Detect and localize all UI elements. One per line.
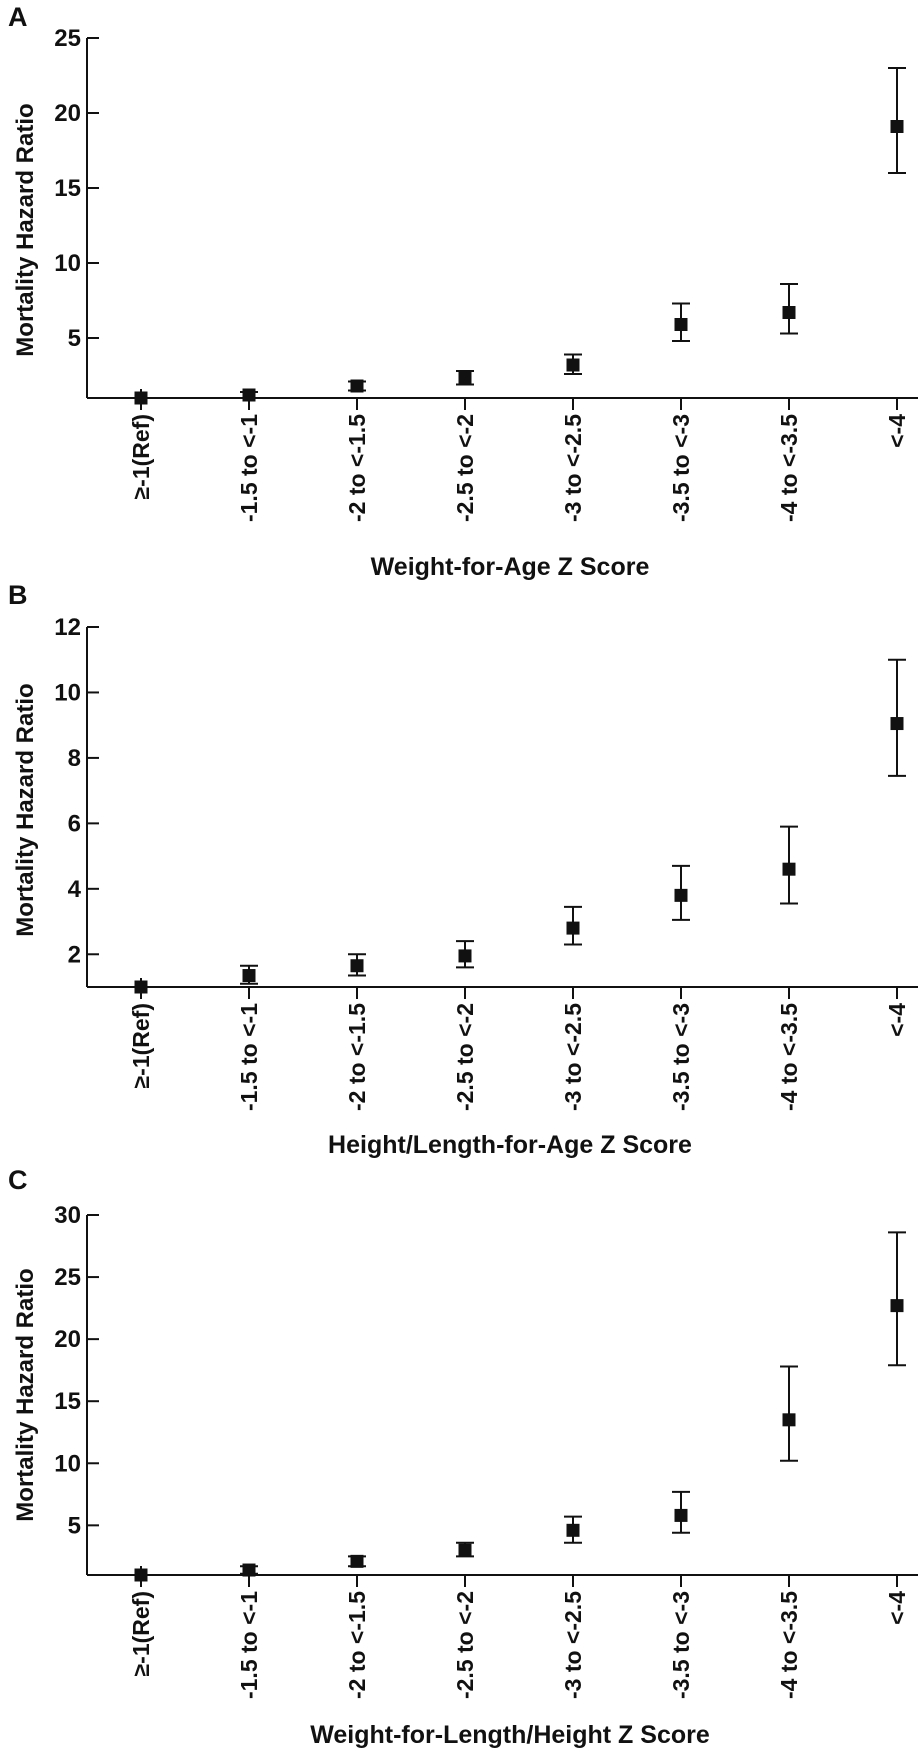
y-tick-label: 4 [68,876,82,903]
data-point [350,1554,364,1568]
x-tick-label: -1.5 to <-1 [236,1591,262,1699]
panel-letter-a: A [8,2,28,32]
data-point [458,1543,472,1557]
x-tick-label: -2.5 to <-2 [452,1591,478,1699]
chart-a-svg: 5 10 15 20 25 ≥-1(Ref) -1.5 to <-1 -2 to <-1.5 -… [54,25,918,522]
y-tick-label: 25 [54,1264,81,1291]
y-axis-title-b: Mortality Hazard Ratio [12,683,39,937]
y-tick-label: 5 [68,1512,81,1539]
x-axis-title-c: Weight-for-Length/Height Z Score [310,1721,710,1749]
x-tick-label: ≥-1(Ref) [128,1003,154,1088]
data-point [890,1299,904,1313]
x-tick-label: -4 to <-3.5 [776,1591,802,1699]
x-tick-label: -3 to <-2.5 [560,1003,586,1111]
x-tick-label: -3 to <-2.5 [560,414,586,522]
x-tick-label: -2 to <-1.5 [344,1003,370,1111]
x-tick-label: -2.5 to <-2 [452,1003,478,1111]
data-point [134,980,148,994]
y-tick-label: 6 [68,810,81,837]
data-point [242,388,256,402]
data-point [890,120,904,133]
data-point [890,717,904,731]
y-tick-label: 15 [54,175,81,202]
data-point [782,862,796,876]
x-tick-label: -4 to <-3.5 [776,414,802,522]
y-tick-label: 10 [54,250,81,277]
x-tick-label: -1.5 to <-1 [236,1003,262,1111]
y-tick-label: 2 [68,941,81,968]
y-tick-label: 10 [54,1450,81,1477]
data-point [242,1563,256,1577]
y-tick-label: 5 [68,325,81,352]
data-point [782,306,796,319]
x-tick-label: -2 to <-1.5 [344,414,370,522]
x-tick-label: -3 to <-2.5 [560,1591,586,1699]
x-tick-label: -3.5 to <-3 [668,1591,694,1699]
data-point [458,949,472,963]
y-tick-label: 15 [54,1388,81,1415]
y-tick-label: 10 [54,679,81,706]
x-tick-label: <-4 [884,1591,910,1625]
chart-panel-b: B 2 4 6 8 10 12 ≥-1(Ref) -1.5 to <-1 -2 to <-1.5… [0,578,919,1159]
chart-c-svg: 5 10 15 20 25 30 ≥-1(Ref) -1.5 to <-1 -2 to <-1.… [54,1202,918,1699]
x-tick-label: ≥-1(Ref) [128,414,154,499]
x-tick-label: <-4 [884,1003,910,1037]
y-axis-title-a: Mortality Hazard Ratio [12,103,39,357]
data-point [242,969,256,983]
y-tick-label: 8 [68,745,81,772]
data-point [350,959,364,973]
x-axis-title-b: Height/Length-for-Age Z Score [328,1131,692,1159]
y-tick-label: 20 [54,1326,81,1353]
chart-b-svg: 2 4 6 8 10 12 ≥-1(Ref) -1.5 to <-1 -2 to <-1.5 -2… [54,614,918,1111]
x-tick-label: -3.5 to <-3 [668,1003,694,1111]
x-tick-label: -4 to <-3.5 [776,1003,802,1111]
y-tick-label: 30 [54,1202,81,1229]
x-tick-label: -2.5 to <-2 [452,414,478,522]
data-point [458,372,472,385]
x-tick-label: -2 to <-1.5 [344,1591,370,1699]
data-point [674,318,688,331]
chart-panel-a: A 5 10 15 20 25 ≥-1(Ref) -1.5 to <-1 -2 to <-1.… [0,0,919,581]
data-point [350,379,364,393]
data-point [566,921,580,935]
x-axis-title-a: Weight-for-Age Z Score [370,553,650,581]
data-point [566,358,580,372]
data-point [134,391,148,405]
panel-letter-c: C [8,1165,28,1195]
data-point [566,1523,580,1537]
y-tick-label: 25 [54,25,81,52]
data-point [782,1413,796,1427]
y-tick-label: 20 [54,100,81,127]
x-tick-label: -1.5 to <-1 [236,414,262,522]
data-point [134,1568,148,1582]
y-axis-title-c: Mortality Hazard Ratio [12,1268,39,1522]
data-point [674,888,688,902]
data-point [674,1508,688,1522]
x-tick-label: <-4 [884,414,910,448]
y-tick-label: 12 [54,614,81,641]
panel-letter-b: B [8,580,28,610]
x-tick-label: -3.5 to <-3 [668,414,694,522]
x-tick-label: ≥-1(Ref) [128,1591,154,1676]
chart-panel-c: C 5 10 15 20 25 30 ≥-1(Ref) -1.5 to <-1 -2 to <-… [0,1163,919,1749]
